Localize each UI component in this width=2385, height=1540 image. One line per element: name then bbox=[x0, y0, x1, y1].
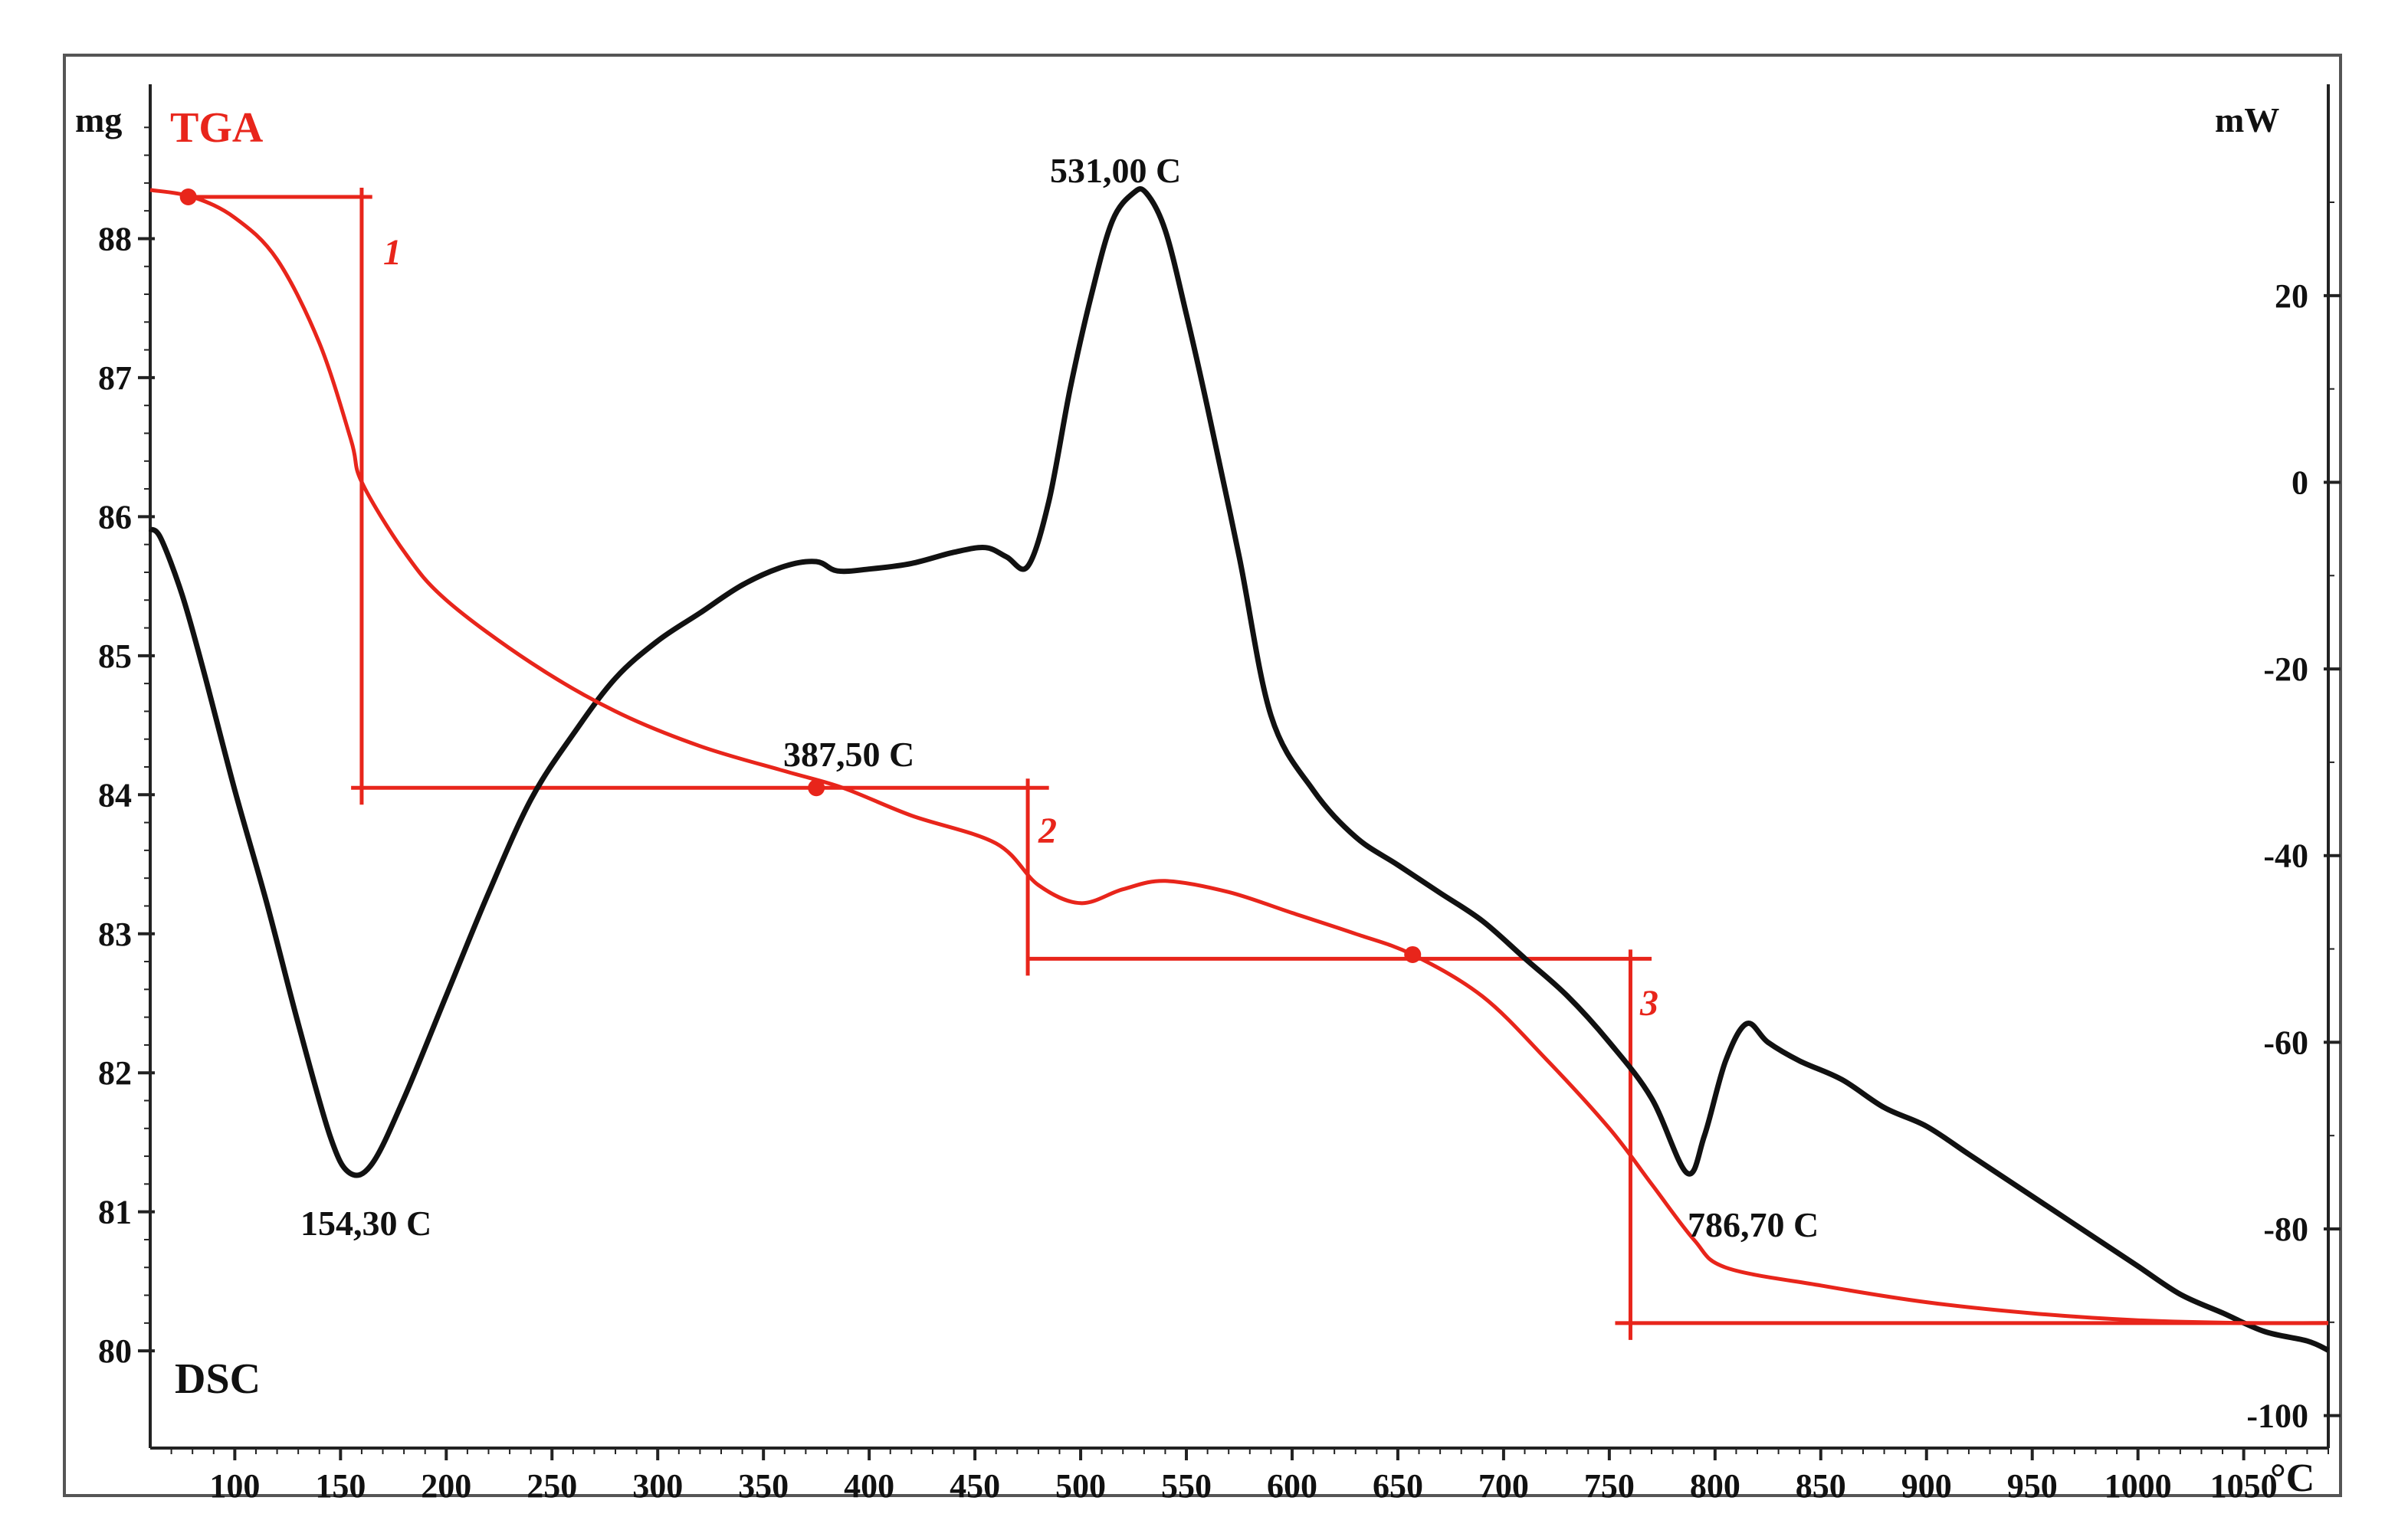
right-axis-tick-label: 20 bbox=[2275, 277, 2308, 315]
left-axis-tick-label: 84 bbox=[98, 776, 132, 814]
x-axis-tick-label: 300 bbox=[632, 1467, 683, 1505]
left-axis-tick-label: 83 bbox=[98, 916, 132, 953]
annotation-min-786: 786,70 C bbox=[1688, 1205, 1819, 1244]
x-axis-tick-label: 600 bbox=[1267, 1467, 1317, 1505]
x-axis-tick-label: 400 bbox=[844, 1467, 894, 1505]
x-axis-tick-label: 450 bbox=[950, 1467, 1000, 1505]
tga-marker-dot bbox=[1404, 945, 1422, 963]
step-label-3: 3 bbox=[1639, 983, 1658, 1024]
left-axis-unit: mg bbox=[75, 100, 122, 139]
x-axis-tick-label: 250 bbox=[527, 1467, 577, 1505]
step-label-2: 2 bbox=[1038, 811, 1057, 851]
dsc-legend-label: DSC bbox=[175, 1355, 261, 1403]
step-label-1: 1 bbox=[383, 232, 402, 273]
tga-marker-dot bbox=[808, 779, 825, 797]
right-axis-tick-label: -60 bbox=[2263, 1024, 2308, 1061]
dsc-series-line bbox=[148, 185, 2330, 1353]
right-axis-tick-label: -100 bbox=[2246, 1397, 2308, 1435]
x-axis-tick-label: 650 bbox=[1373, 1467, 1423, 1505]
annotation-min-154: 154,30 C bbox=[300, 1204, 431, 1243]
axes-group: 80 81 82 83 84 85 86 87 88 -100 -80 -60 -40 -20 0 20 100… bbox=[98, 84, 2341, 1505]
chart-frame bbox=[63, 54, 2342, 1497]
annotation-peak-531: 531,00 C bbox=[1050, 151, 1181, 190]
left-axis-tick-label: 85 bbox=[98, 637, 132, 675]
right-axis-tick-label: -80 bbox=[2263, 1211, 2308, 1248]
step-construction-group bbox=[192, 188, 2328, 1340]
x-axis-tick-label: 800 bbox=[1690, 1467, 1740, 1505]
right-axis-tick-label: -20 bbox=[2263, 650, 2308, 688]
left-axis-tick-label: 80 bbox=[98, 1332, 132, 1370]
tga-marker-dot bbox=[179, 188, 197, 206]
x-axis-tick-label: 550 bbox=[1161, 1467, 1212, 1505]
x-axis-tick-label: 950 bbox=[2007, 1467, 2058, 1505]
x-axis-tick-label: 100 bbox=[209, 1467, 260, 1505]
left-axis-tick-label: 88 bbox=[98, 220, 132, 257]
x-axis-tick-label: 750 bbox=[1584, 1467, 1635, 1505]
x-axis-tick-label: 1050 bbox=[2210, 1467, 2278, 1505]
x-axis-tick-label: 500 bbox=[1055, 1467, 1106, 1505]
left-axis-tick-label: 86 bbox=[98, 498, 132, 536]
x-axis-tick-label: 850 bbox=[1796, 1467, 1846, 1505]
x-axis-tick-label: 700 bbox=[1478, 1467, 1529, 1505]
right-axis-unit: mW bbox=[2215, 100, 2279, 139]
tga-markers bbox=[179, 188, 1422, 963]
x-axis-tick-label: 200 bbox=[421, 1467, 471, 1505]
left-axis-tick-label: 82 bbox=[98, 1054, 132, 1092]
x-axis-tick-label: 1000 bbox=[2105, 1467, 2172, 1505]
left-axis-tick-label: 81 bbox=[98, 1194, 132, 1231]
x-axis-tick-label: 350 bbox=[738, 1467, 789, 1505]
tga-series-line bbox=[149, 188, 2329, 1325]
x-axis-tick-label: 150 bbox=[315, 1467, 366, 1505]
annotation-tga-387: 387,50 C bbox=[783, 735, 914, 774]
x-axis-unit: °C bbox=[2270, 1456, 2314, 1500]
x-axis-tick-label: 900 bbox=[1901, 1467, 1952, 1505]
right-axis-tick-label: -40 bbox=[2263, 837, 2308, 875]
right-axis-tick-label: 0 bbox=[2292, 464, 2308, 501]
left-axis-tick-label: 87 bbox=[98, 359, 132, 397]
tga-legend-label: TGA bbox=[170, 104, 264, 152]
